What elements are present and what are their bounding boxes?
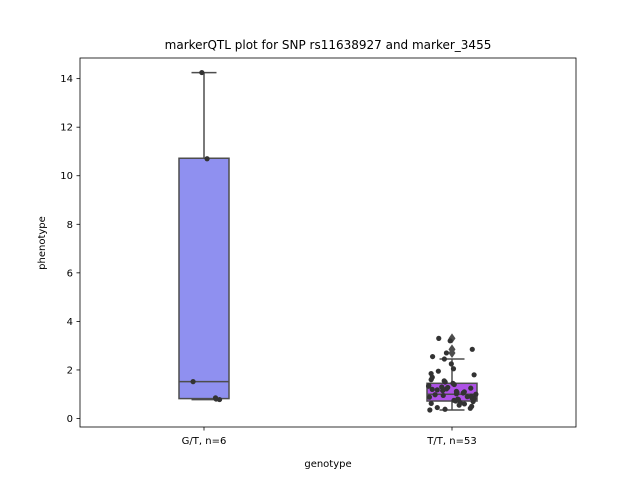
data-point bbox=[434, 387, 440, 393]
data-point bbox=[471, 372, 477, 378]
data-point bbox=[443, 350, 450, 356]
data-point bbox=[432, 392, 438, 398]
data-point bbox=[455, 396, 461, 402]
outlier-marker bbox=[448, 344, 456, 355]
data-point bbox=[450, 380, 456, 386]
data-point bbox=[199, 69, 205, 76]
data-point bbox=[469, 403, 475, 409]
data-point bbox=[190, 379, 196, 385]
data-point bbox=[204, 156, 210, 162]
data-point bbox=[447, 338, 453, 344]
y-axis-label: phenotype bbox=[37, 216, 48, 270]
axes-frame bbox=[79, 57, 577, 428]
data-point bbox=[213, 396, 219, 402]
data-point bbox=[445, 384, 451, 391]
data-point bbox=[442, 406, 448, 412]
y-tick-label: 8 bbox=[67, 220, 73, 231]
data-point bbox=[436, 335, 442, 341]
data-point bbox=[468, 393, 474, 399]
y-tick-label: 4 bbox=[67, 317, 73, 328]
data-point bbox=[429, 353, 436, 360]
data-point bbox=[468, 385, 474, 391]
plot-area bbox=[178, 69, 479, 413]
x-tick-label: T/T, n=53 bbox=[426, 436, 476, 447]
data-point bbox=[427, 407, 433, 413]
data-point bbox=[453, 388, 460, 394]
data-point bbox=[428, 400, 434, 407]
y-tick-label: 6 bbox=[67, 268, 73, 279]
data-point bbox=[441, 378, 447, 384]
data-point bbox=[450, 366, 457, 372]
data-point bbox=[440, 392, 446, 399]
y-tick-label: 0 bbox=[67, 414, 73, 425]
data-point bbox=[426, 394, 433, 400]
data-point bbox=[473, 391, 479, 397]
chart-title: markerQTL plot for SNP rs11638927 and ma… bbox=[165, 38, 492, 52]
data-point bbox=[426, 382, 432, 389]
data-point bbox=[428, 370, 434, 377]
y-tick-label: 2 bbox=[67, 365, 73, 376]
data-point bbox=[434, 404, 440, 411]
data-point bbox=[439, 384, 445, 390]
data-point bbox=[435, 368, 441, 374]
data-point bbox=[441, 356, 447, 362]
x-tick-label: G/T, n=6 bbox=[182, 436, 227, 447]
data-point bbox=[429, 386, 435, 392]
data-point bbox=[461, 389, 467, 395]
data-point bbox=[464, 394, 470, 400]
data-point bbox=[448, 361, 454, 367]
x-axis-label: genotype bbox=[304, 459, 351, 470]
data-point bbox=[461, 401, 468, 407]
y-tick-label: 10 bbox=[60, 171, 73, 182]
box-iqr bbox=[178, 157, 230, 400]
y-tick-label: 12 bbox=[60, 123, 73, 134]
y-tick-label: 14 bbox=[60, 74, 73, 85]
data-point bbox=[469, 346, 475, 352]
